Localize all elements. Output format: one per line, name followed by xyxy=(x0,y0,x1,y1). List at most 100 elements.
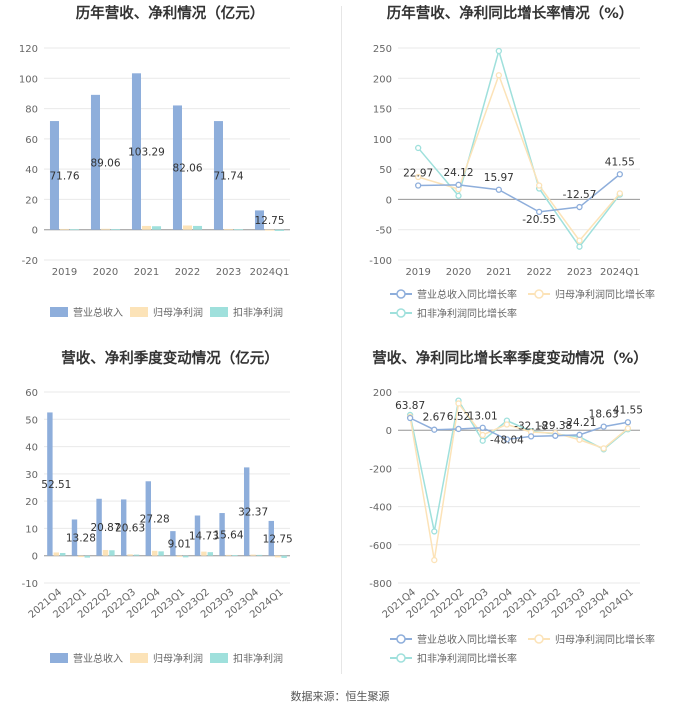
quarterly-growth-data-label: 13.01 xyxy=(468,411,498,423)
quarterly-bar-deducted-profit xyxy=(207,552,214,556)
annual-y-tick-label: 120 xyxy=(19,44,38,55)
quarterly-bar-deducted-profit xyxy=(158,551,164,556)
annual-bar-net-profit xyxy=(223,228,234,230)
quarterly-bar-net-profit xyxy=(53,552,60,556)
quarterly-y-tick-label: 60 xyxy=(25,388,38,399)
quarterly-growth-data-label: 63.87 xyxy=(395,400,425,412)
annual-legend-label: 营业总收入 xyxy=(73,306,123,319)
quarterly-growth-point xyxy=(624,425,632,432)
quarterly-growth-y-tick-label: -800 xyxy=(369,579,392,590)
annual-growth-point xyxy=(576,237,583,244)
quarterly-bar-net-profit xyxy=(274,555,281,558)
quarterly-growth-point xyxy=(455,425,462,433)
quarterly-growth-data-label: 6.52 xyxy=(447,411,470,423)
quarterly-y-tick-label: 30 xyxy=(25,470,38,481)
annual-growth-legend-marker xyxy=(396,308,406,318)
quarterly-growth-point xyxy=(624,419,632,426)
annual-growth-data-label: 15.97 xyxy=(484,172,514,184)
annual-growth-data-label: 41.55 xyxy=(605,156,635,168)
quarterly-growth-chart: -800-600-400-20002002021Q42022Q12022Q220… xyxy=(369,388,655,665)
quarterly-growth-line-net-profit xyxy=(409,401,629,561)
annual-growth-x-tick-label: 2020 xyxy=(446,267,471,278)
quarterly-legend-swatch xyxy=(130,653,148,663)
quarterly-bar-title: 营收、净利季度变动情况（亿元） xyxy=(61,351,279,367)
annual-growth-point xyxy=(415,144,422,152)
quarterly-data-label: 14.73 xyxy=(189,531,219,543)
annual-legend-swatch xyxy=(50,307,68,317)
annual-bar-deducted-profit xyxy=(152,226,162,230)
quarterly-bar-revenue xyxy=(268,520,274,556)
annual-bar-revenue xyxy=(131,73,141,230)
quarterly-bar-net-profit xyxy=(225,554,232,556)
quarterly-growth-legend-marker xyxy=(396,653,406,663)
quarterly-data-label: 13.28 xyxy=(66,533,96,545)
quarterly-bar-net-profit xyxy=(151,550,158,556)
annual-y-tick-label: -20 xyxy=(22,256,38,267)
quarterly-data-label: 27.28 xyxy=(140,513,170,525)
quarterly-growth-data-label: 2.67 xyxy=(423,412,446,424)
annual-growth-y-tick-label: 50 xyxy=(379,165,392,176)
quarterly-bar-deducted-profit xyxy=(232,555,238,556)
annual-x-tick-label: 2023 xyxy=(216,267,241,278)
annual-x-tick-label: 2024Q1 xyxy=(250,267,290,278)
annual-growth-point xyxy=(576,243,583,250)
quarterly-bar-deducted-profit xyxy=(60,552,66,556)
quarterly-growth-point xyxy=(576,436,583,443)
annual-x-tick-label: 2022 xyxy=(175,267,200,278)
annual-growth-point xyxy=(495,72,502,79)
quarterly-growth-point xyxy=(479,437,486,444)
quarterly-growth-point xyxy=(431,426,438,433)
annual-growth-line-deducted-profit xyxy=(417,48,621,248)
annual-growth-x-tick-label: 2023 xyxy=(567,267,592,278)
annual-y-tick-label: 80 xyxy=(25,105,38,116)
panel-divider xyxy=(341,6,342,674)
quarterly-growth-legend-label: 归母净利润同比增长率 xyxy=(555,633,655,646)
annual-bar-deducted-profit xyxy=(193,225,203,230)
quarterly-bar-revenue xyxy=(47,412,53,556)
annual-data-label: 12.75 xyxy=(254,215,284,227)
annual-growth-point xyxy=(536,182,543,189)
annual-bar-panel: 历年营收、净利情况（亿元） -20 0 20 40 60 80 100 120 2019 2020… xyxy=(0,0,340,340)
annual-growth-y-tick-label: 250 xyxy=(373,44,392,55)
quarterly-bar-net-profit xyxy=(102,549,109,556)
quarterly-bar-net-profit xyxy=(78,555,84,558)
annual-growth-legend-marker xyxy=(396,289,406,299)
annual-growth-y-tick-label: 150 xyxy=(373,105,392,116)
quarterly-y-tick-label: 40 xyxy=(25,443,38,454)
quarterly-y-tick-label: 10 xyxy=(25,524,38,535)
annual-growth-point xyxy=(415,173,422,181)
annual-bar-chart: -20 0 20 40 60 80 100 120 2019 2020 2021 2022 2023 20… xyxy=(19,44,290,319)
quarterly-growth-data-label: 18.63 xyxy=(589,409,619,421)
annual-bar-net-profit xyxy=(264,229,275,231)
annual-data-label: 103.29 xyxy=(128,147,165,159)
quarterly-growth-data-label: -32.18 xyxy=(514,420,548,432)
annual-growth-point xyxy=(495,47,502,55)
quarterly-bar-revenue xyxy=(170,531,176,556)
annual-y-tick-label: 20 xyxy=(25,195,38,206)
annual-data-label: 71.76 xyxy=(49,170,79,182)
quarterly-data-label: 15.64 xyxy=(213,529,243,541)
annual-growth-x-tick-label: 2022 xyxy=(526,267,551,278)
quarterly-legend-label: 归母净利润 xyxy=(153,652,203,665)
quarterly-bar-net-profit xyxy=(201,551,207,556)
annual-growth-x-tick-label: 2024Q1 xyxy=(600,267,640,278)
annual-bar-revenue xyxy=(213,121,223,230)
quarterly-data-label: 32.37 xyxy=(238,507,268,519)
annual-growth-point xyxy=(455,181,462,188)
annual-bar-revenue xyxy=(172,105,182,230)
quarterly-growth-legend-label: 营业总收入同比增长率 xyxy=(417,633,517,646)
quarterly-growth-point xyxy=(431,528,438,535)
annual-bar-net-profit xyxy=(59,228,70,230)
annual-growth-legend-marker xyxy=(534,289,544,299)
quarterly-bar-panel: 营收、净利季度变动情况（亿元） -10 0 10 20 30 40 50 60 2021Q4 20… xyxy=(0,345,340,685)
quarterly-bar-net-profit xyxy=(176,555,183,557)
quarterly-bar-revenue xyxy=(71,519,78,556)
quarterly-growth-data-label: -29.38 xyxy=(538,420,572,432)
annual-growth-line-net-profit xyxy=(417,73,621,242)
annual-growth-point xyxy=(616,171,623,178)
quarterly-growth-point xyxy=(406,414,414,422)
quarterly-legend-swatch xyxy=(50,653,68,663)
quarterly-bar-revenue xyxy=(243,467,250,556)
annual-growth-line-revenue xyxy=(418,173,621,213)
annual-growth-legend-label: 营业总收入同比增长率 xyxy=(417,288,517,301)
